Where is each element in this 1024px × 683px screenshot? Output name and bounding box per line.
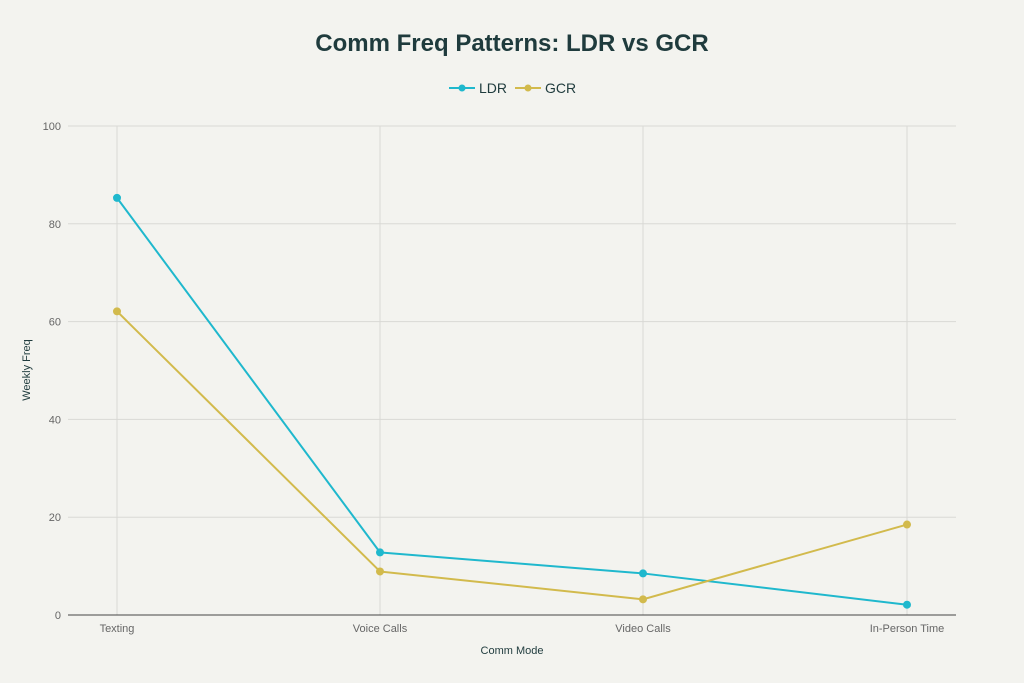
legend-label: LDR [479,80,507,96]
y-tick-label: 20 [49,512,61,524]
data-point [113,193,121,202]
y-tick-label: 40 [49,414,61,426]
y-axis-title: Weekly Freq [21,339,33,401]
y-tick-label: 100 [43,121,61,133]
chart-title: Comm Freq Patterns: LDR vs GCR [315,30,708,57]
data-point [376,548,384,557]
data-point [639,569,647,578]
x-tick-label: Video Calls [615,623,671,635]
legend-label: GCR [545,80,576,96]
legend-swatch-marker [458,84,466,92]
legend: LDR GCR [449,80,576,96]
series-gcr [113,307,911,604]
y-tick-label: 80 [49,219,61,231]
series-line [116,310,908,601]
data-point [903,520,911,529]
data-point [113,307,121,316]
x-tick-label: Voice Calls [353,623,408,635]
data-point [903,600,911,609]
tick-labels: 0 20 40 60 80 100 Texting Voice Calls Video Call… [43,121,945,635]
series-layer [113,193,911,609]
legend-swatch-marker [524,84,532,92]
y-tick-label: 60 [49,317,61,329]
x-tick-label: In-Person Time [870,623,945,635]
series-ldr [113,193,911,609]
x-axis-title: Comm Mode [481,645,544,657]
data-point [376,567,384,576]
legend-item-ldr[interactable]: LDR [449,80,507,96]
grid [68,125,956,616]
data-point [639,595,647,604]
y-tick-label: 0 [55,610,61,622]
series-line [116,197,908,606]
legend-item-gcr[interactable]: GCR [515,80,576,96]
x-tick-label: Texting [100,623,135,635]
